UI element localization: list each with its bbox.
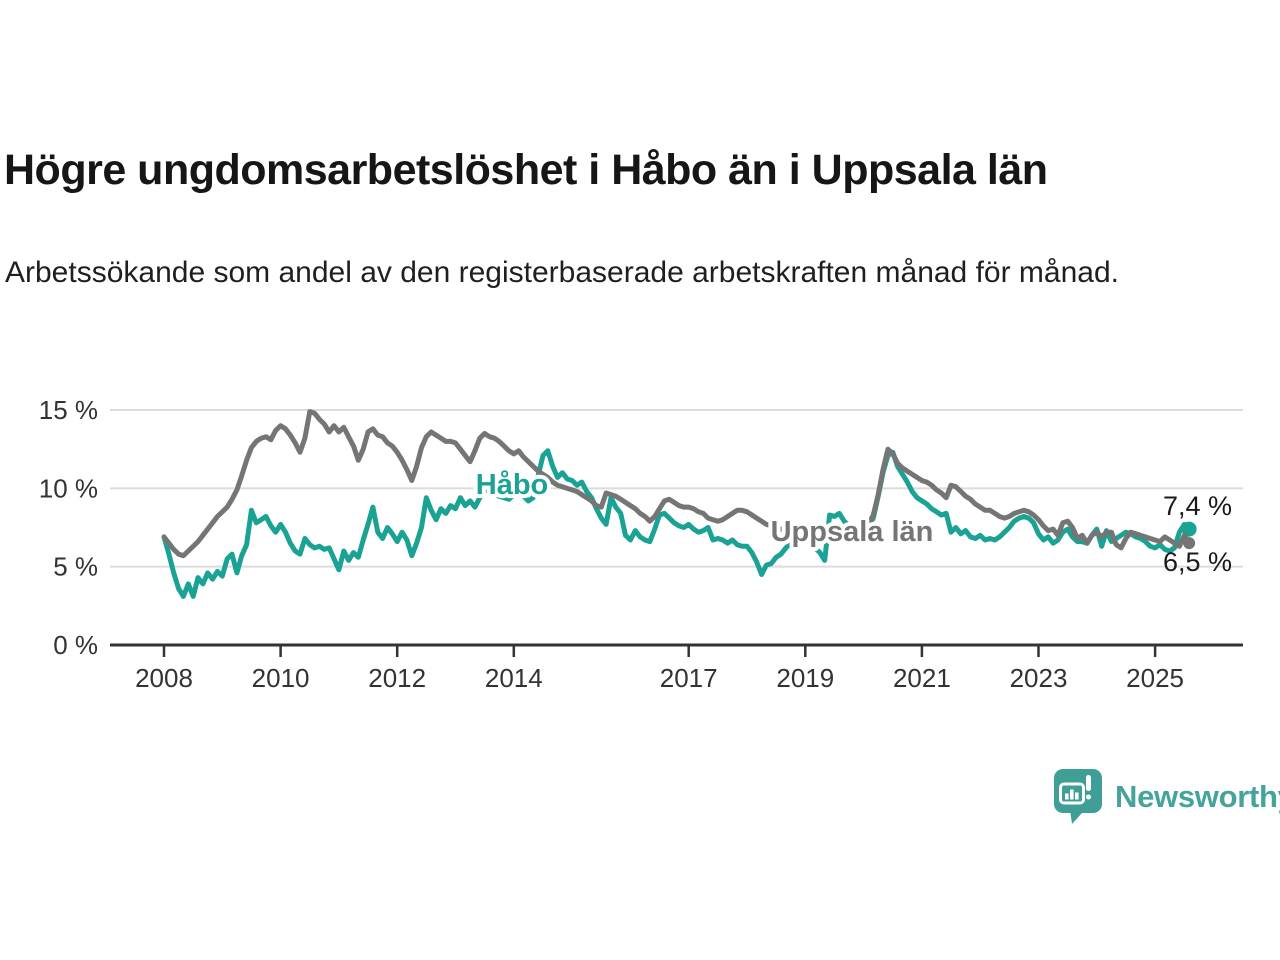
series-end-dot-uppsala-lan bbox=[1183, 537, 1196, 550]
newsworthy-logo-icon bbox=[1054, 769, 1102, 824]
logo-chart-frame bbox=[1059, 782, 1085, 805]
brand-footer: Newsworthy bbox=[1053, 768, 1280, 825]
x-tick-label: 2017 bbox=[660, 663, 718, 693]
x-tick-label: 2008 bbox=[135, 663, 193, 693]
y-tick-label: 15 % bbox=[39, 395, 98, 425]
page-subtitle: Arbetssökande som andel av den registerb… bbox=[5, 256, 1119, 289]
logo-bar-1 bbox=[1065, 793, 1069, 800]
series-label-habo: Håbo bbox=[476, 469, 549, 501]
y-tick-label: 10 % bbox=[39, 473, 98, 503]
logo-bar-2 bbox=[1070, 789, 1074, 800]
series-line-uppsala-lan bbox=[161, 409, 1192, 559]
series-end-value-label-uppsala-lan: 6,5 % bbox=[1163, 547, 1232, 577]
x-tick-label: 2025 bbox=[1126, 663, 1184, 693]
brand-name: Newsworthy bbox=[1115, 778, 1280, 814]
logo-bar-3 bbox=[1075, 792, 1079, 800]
x-tick-label: 2014 bbox=[485, 663, 543, 693]
logo-exclamation-bar bbox=[1086, 775, 1091, 791]
x-tick-label: 2019 bbox=[776, 663, 834, 693]
series-label-uppsala-lan: Uppsala län bbox=[771, 516, 934, 548]
x-tick-label: 2010 bbox=[252, 663, 310, 693]
series-end-value-label-habo: 7,4 % bbox=[1163, 491, 1232, 521]
x-tick-label: 2023 bbox=[1010, 663, 1068, 693]
series-end-dot-habo bbox=[1181, 521, 1197, 537]
y-tick-label: 5 % bbox=[53, 552, 98, 582]
logo-exclamation-dot bbox=[1086, 794, 1091, 800]
page-title: Högre ungdomsarbetslöshet i Håbo än i Up… bbox=[4, 146, 1048, 194]
x-tick-label: 2021 bbox=[893, 663, 951, 693]
series-line-habo bbox=[161, 448, 1192, 599]
y-tick-label: 0 % bbox=[53, 630, 98, 660]
x-tick-label: 2012 bbox=[368, 663, 426, 693]
